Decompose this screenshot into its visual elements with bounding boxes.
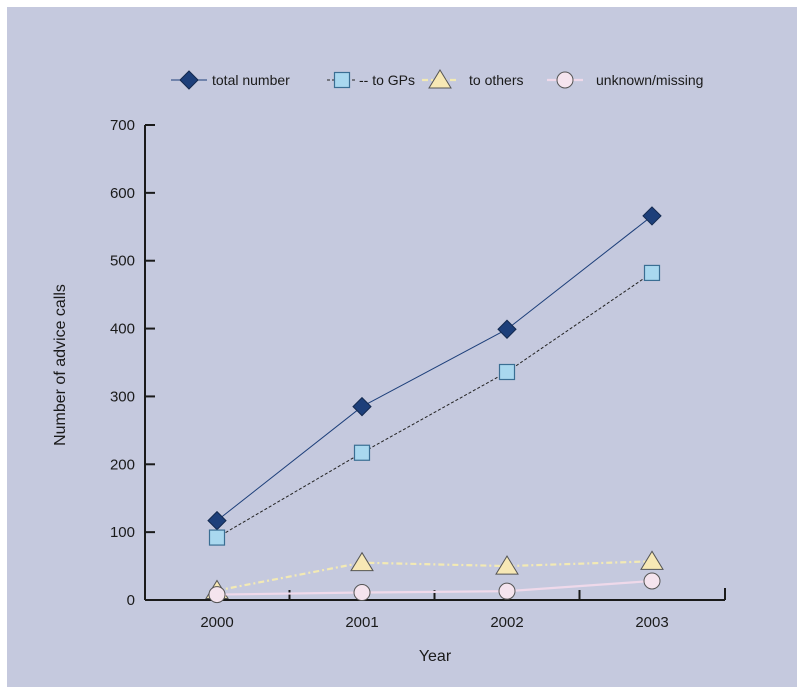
data-point-circle xyxy=(353,584,371,602)
y-tick-label: 400 xyxy=(110,321,135,338)
y-tick-label: 300 xyxy=(110,388,135,405)
series-line xyxy=(216,272,653,539)
y-tick-label: 600 xyxy=(110,185,135,202)
data-point-circle xyxy=(643,572,661,590)
legend-marker-diamond xyxy=(179,70,199,90)
series-layer xyxy=(205,206,664,604)
x-axis-title: Year xyxy=(419,648,452,665)
x-tick-label: 2002 xyxy=(490,614,523,631)
data-point-square xyxy=(208,529,226,546)
series-to-gps xyxy=(208,264,661,546)
legend-marker-square xyxy=(333,71,351,89)
data-point-diamond xyxy=(352,396,372,417)
data-point-triangle xyxy=(640,550,664,570)
legend-item: unknown/missing xyxy=(547,71,703,89)
data-point-circle xyxy=(498,582,516,600)
data-point-circle xyxy=(208,586,226,604)
y-ticks: 0 100 200 300 400 500 600 700 xyxy=(110,117,155,609)
legend-label: -- to GPs xyxy=(359,72,415,88)
chart-background: total number -- to GPs to others unknown/mi… xyxy=(7,7,797,687)
x-tick-label: 2003 xyxy=(635,614,668,631)
data-point-square xyxy=(643,264,661,282)
series-line xyxy=(216,215,653,522)
series-line xyxy=(216,560,653,592)
y-tick-label: 700 xyxy=(110,117,135,134)
y-tick-label: 200 xyxy=(110,456,135,473)
data-point-square xyxy=(498,363,516,381)
series-line xyxy=(216,579,653,596)
legend-item: -- to GPs xyxy=(327,71,415,89)
x-tick-label: 2000 xyxy=(200,614,233,631)
legend-item: total number xyxy=(171,70,290,90)
data-point-triangle xyxy=(495,555,519,575)
legend-label: to others xyxy=(469,72,523,88)
y-axis-title: Number of advice calls xyxy=(52,284,69,446)
legend-label: total number xyxy=(212,72,290,88)
legend-marker-circle xyxy=(556,71,574,89)
x-tick-label: 2001 xyxy=(345,614,378,631)
legend-item: to others xyxy=(422,69,523,89)
line-chart: total number -- to GPs to others unknown/mi… xyxy=(52,69,726,665)
legend-label: unknown/missing xyxy=(596,72,703,88)
data-point-triangle xyxy=(350,551,374,572)
legend: total number -- to GPs to others unknown/mi… xyxy=(171,69,703,90)
x-ticks: 2000 2001 2002 2003 xyxy=(200,590,669,631)
y-tick-label: 100 xyxy=(110,524,135,541)
legend-marker-triangle xyxy=(428,69,452,89)
y-tick-label: 500 xyxy=(110,253,135,270)
data-point-diamond xyxy=(497,319,517,339)
series-total-number xyxy=(207,206,662,531)
data-point-diamond xyxy=(207,510,227,531)
y-tick-label: 0 xyxy=(127,592,135,609)
data-point-square xyxy=(353,444,371,461)
series-unknown-missing xyxy=(208,572,661,604)
data-point-diamond xyxy=(642,206,662,226)
